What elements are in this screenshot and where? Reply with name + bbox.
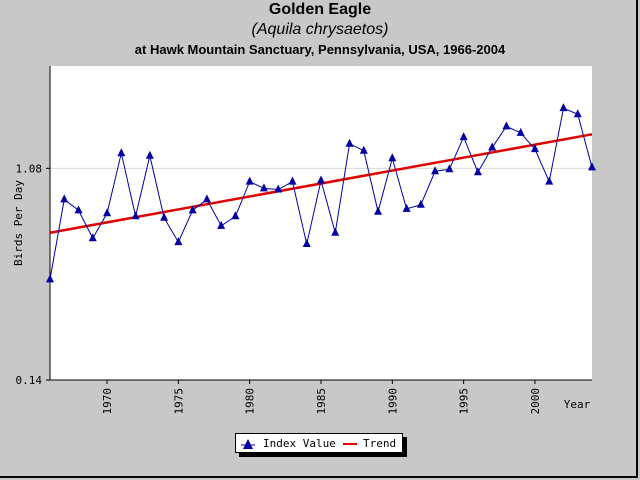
y-tick-label: 0.14 [16,374,43,387]
x-tick-label: 1980 [244,388,257,415]
index-value-point [588,162,596,171]
index-value-point [145,150,154,159]
index-value-point [445,164,454,173]
index-value-point [573,109,582,118]
index-value-point [502,121,511,130]
index-value-point [516,127,525,136]
index-value-point [46,274,54,283]
index-value-point [431,166,440,175]
plot-area [50,66,592,380]
index-value-point [331,227,340,236]
y-axis-label: Birds Per Day [12,180,25,266]
index-value-point [302,239,311,248]
x-tick-label: 2000 [529,388,542,415]
x-tick-label: 1975 [172,388,185,415]
index-value-point [217,220,226,229]
x-tick-label: 1990 [386,388,399,415]
index-value-point [202,194,211,203]
x-tick-label: 1985 [315,388,328,415]
chart-subtitle: (Aquila chrysaetos) [251,21,389,38]
legend: Index Value Trend [235,433,403,453]
index-value-point [402,203,411,212]
index-value-point [60,194,69,203]
index-value-point [459,132,468,141]
legend-trend-line-icon [343,443,357,445]
index-value-point [388,153,397,162]
chart-title: Golden Eagle [268,1,372,18]
index-value-point [345,138,354,147]
index-value-point [245,176,254,185]
legend-triangle-icon [241,439,255,449]
index-value-point [416,199,425,208]
index-value-point [231,211,240,220]
index-value-point [88,233,97,242]
index-value-point [274,184,283,193]
index-value-point [103,208,112,217]
index-value-point [131,211,140,220]
index-value-point [188,205,197,214]
x-axis-label: Year [564,398,591,411]
index-value-point [559,103,568,112]
index-value-point [160,212,169,221]
legend-label-index-value: Index Value [263,437,336,450]
index-value-point [359,145,368,154]
legend-label-trend: Trend [363,437,397,450]
index-value-point [288,176,297,185]
index-value-point [317,175,325,184]
index-value-point [374,206,383,215]
index-value-point [74,205,83,214]
x-tick-label: 1970 [101,388,114,415]
index-value-point [545,176,554,185]
index-value-point [259,183,268,192]
x-tick-label: 1995 [458,388,471,415]
index-value-point [488,142,497,151]
chart-caption: at Hawk Mountain Sanctuary, Pennsylvania… [134,42,506,57]
index-value-point [473,167,482,176]
index-value-point [117,148,126,157]
index-value-point [530,144,539,153]
y-tick-label: 1.08 [16,162,43,175]
index-value-point [174,237,183,246]
